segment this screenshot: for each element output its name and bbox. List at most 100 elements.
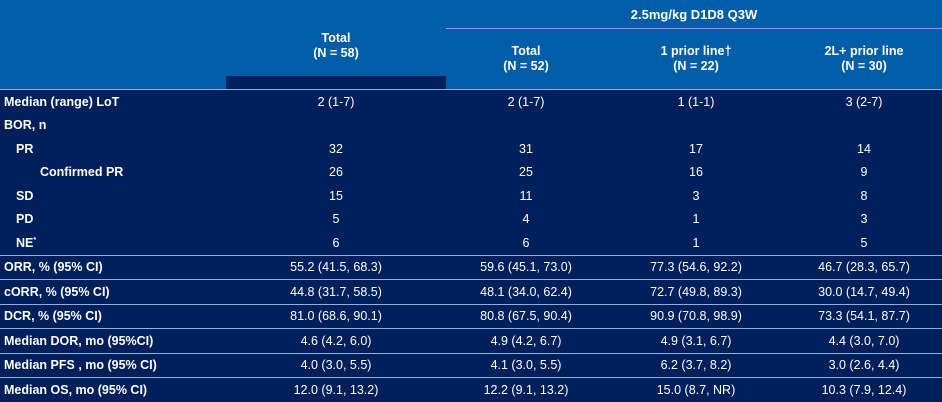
row-label: SD [0,184,226,208]
table-row: Median PFS , mo (95% CI) 4.0 (3.0, 5.5) 4.… [0,352,942,378]
row-label-text: SD [16,188,34,203]
column-header-total-dose: Total (N = 52) [446,28,606,90]
table-cell: 4.1 (3.0, 5.5) [446,352,606,378]
table-row: DCR, % (95% CI) 81.0 (68.6, 90.1) 80.8 (67… [0,303,942,329]
table-row: ORR, % (95% CI) 55.2 (41.5, 68.3) 59.6 (45… [0,254,942,280]
footnote-marker: * [33,236,37,244]
table-cell: 3 [692,188,700,203]
table-cell: 4 [522,212,530,227]
table-cell: 4.4 (3.0, 7.0) [786,328,942,353]
table-cell: 25 [519,165,533,180]
row-label: Median (range) LoT [0,89,226,114]
row-label: Median PFS , mo (95% CI) [0,352,226,378]
row-label-text: PR [16,141,34,156]
table-cell: 4.6 (4.2, 6.0) [226,328,446,353]
row-label: ORR, % (95% CI) [0,254,226,280]
table-cell: 1 (1-1) [606,89,786,114]
row-label-text: DCR, % (95% CI) [4,309,102,324]
row-label-text: Median OS, mo (95% CI) [4,382,148,397]
table-cell [226,114,446,138]
table-row: Median OS, mo (95% CI) 12.0 (9.1, 13.2) 12… [0,377,942,402]
table-cell: 26 [329,165,343,180]
table-cell: 2 (1-7) [226,89,446,114]
table-body: Median (range) LoT 2 (1-7) 2 (1-7) 1 (1-1) 3… [0,89,942,402]
table-row: cORR, % (95% CI) 44.8 (31.7, 58.5) 48.1 (3… [0,279,942,304]
table-cell: 10.3 (7.9, 12.4) [786,377,942,402]
table-cell: 72.7 (49.8, 89.3) [606,279,786,304]
table-cell: 59.6 (45.1, 73.0) [446,254,606,280]
table-cell: 16 [689,165,703,180]
row-label: PR [0,137,226,161]
table-cell [446,114,606,138]
table-cell: 2 (1-7) [446,89,606,114]
table-cell: 6.2 (3.7, 8.2) [606,352,786,378]
table-cell: 11 [519,188,533,203]
table-header: 2.5mg/kg D1D8 Q3W Total (N = 58) Total (… [0,0,942,90]
dose-group-header: 2.5mg/kg D1D8 Q3W [446,0,942,29]
table-cell: 12.2 (9.1, 13.2) [446,377,606,402]
column-header-n: (N = 52) [503,59,549,73]
table-cell: 4.9 (4.2, 6.7) [446,328,606,353]
table-cell: 1 [692,235,700,250]
column-header-label: 1 prior line† [660,44,732,58]
table-cell: 4.0 (3.0, 5.5) [226,352,446,378]
table-cell: 46.7 (28.3, 65.7) [786,254,942,280]
table-cell: 81.0 (68.6, 90.1) [226,303,446,329]
table-row: NE* 6 6 1 5 [0,231,942,255]
table-cell: 12.0 (9.1, 13.2) [226,377,446,402]
table-cell [786,114,942,138]
table-cell: 9 [860,165,868,180]
table-cell: 1 [692,212,700,227]
table-cell: 15.0 (8.7, NR) [606,377,786,402]
table-cell: 3.0 (2.6, 4.4) [786,352,942,378]
table-cell: 3 [860,212,868,227]
header-empty-cell [0,0,226,29]
table-row: PR 32 31 17 14 [0,137,942,161]
row-label-text: Median PFS , mo (95% CI) [4,358,157,373]
row-label: PD [0,208,226,232]
row-label: DCR, % (95% CI) [0,303,226,329]
table-row: BOR, n [0,114,942,138]
table-cell: 77.3 (54.6, 92.2) [606,254,786,280]
row-label: NE* [0,231,226,255]
table-cell [606,114,786,138]
table-cell: 4.9 (3.1, 6.7) [606,328,786,353]
row-label-text: ORR, % (95% CI) [4,260,103,275]
table-cell: 30.0 (14.7, 49.4) [786,279,942,304]
row-label: cORR, % (95% CI) [0,279,226,304]
row-label: Median OS, mo (95% CI) [0,377,226,402]
table-cell: 73.3 (54.1, 87.7) [786,303,942,329]
table-cell: 5 [332,212,340,227]
row-label-text: Median DOR, mo (95%CI) [4,333,154,348]
column-header-label: Total [511,44,541,58]
column-header-n: (N = 30) [841,59,887,73]
row-label-text: Median (range) LoT [4,94,120,109]
table-row: Median DOR, mo (95%CI) 4.6 (4.2, 6.0) 4.9 … [0,328,942,353]
column-header-total-all: Total (N = 58) [226,15,446,77]
table-cell: 8 [860,188,868,203]
table-cell: 48.1 (34.0, 62.4) [446,279,606,304]
column-header-label: 2L+ prior line [824,44,904,58]
table-cell: 80.8 (67.5, 90.4) [446,303,606,329]
row-label-text: BOR, n [4,118,47,133]
row-label-text: PD [16,212,34,227]
table-cell: 3 (2-7) [786,89,942,114]
header-empty-cell [0,28,226,90]
table-row: PD 5 4 1 3 [0,208,942,232]
column-header-1-prior-line: 1 prior line† (N = 22) [606,28,786,90]
row-label-text: cORR, % (95% CI) [4,284,110,299]
table-cell: 32 [329,141,343,156]
column-header-n: (N = 58) [313,45,359,60]
row-label: Confirmed PR [0,161,226,185]
row-label-text: Confirmed PR [40,165,124,180]
table-cell: 90.9 (70.8, 98.9) [606,303,786,329]
table-cell: 31 [519,141,533,156]
table-cell: 5 [860,235,868,250]
column-header-label: Total [321,30,351,45]
table-cell: 14 [857,141,871,156]
table-cell: 17 [689,141,703,156]
column-header-n: (N = 22) [673,59,719,73]
table-cell: 15 [329,188,343,203]
